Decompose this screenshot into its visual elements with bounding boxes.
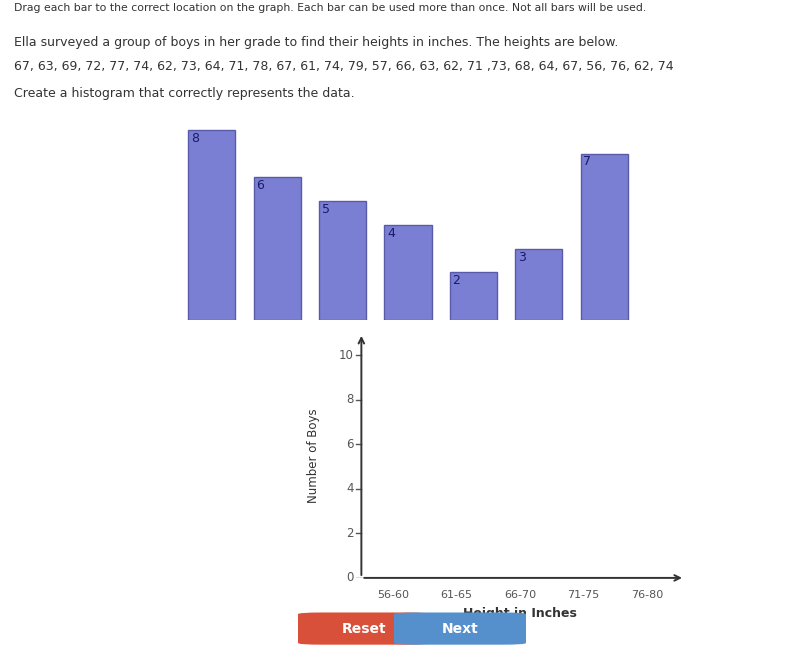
Text: 7: 7 [583,155,591,168]
Text: 4: 4 [387,227,395,240]
Text: 2: 2 [346,527,354,540]
Text: 8: 8 [191,132,199,145]
Text: 3: 3 [518,251,526,264]
Text: 61-65: 61-65 [441,590,473,600]
Text: Reset: Reset [342,622,386,635]
Text: Create a histogram that correctly represents the data.: Create a histogram that correctly repres… [14,87,355,100]
Bar [189,130,235,320]
Text: Height in Inches: Height in Inches [463,607,577,620]
FancyBboxPatch shape [298,613,430,645]
Bar [450,272,497,320]
Text: 10: 10 [339,349,354,362]
Bar [254,178,301,320]
Text: 66-70: 66-70 [504,590,536,600]
Text: 6: 6 [346,438,354,451]
Bar [319,201,366,320]
Text: 6: 6 [256,179,264,192]
Text: 67, 63, 69, 72, 77, 74, 62, 73, 64, 71, 78, 67, 61, 74, 79, 57, 66, 63, 62, 71 ,: 67, 63, 69, 72, 77, 74, 62, 73, 64, 71, … [14,59,674,72]
Text: 2: 2 [453,274,460,287]
Bar [581,153,627,320]
Text: Ella surveyed a group of boys in her grade to find their heights in inches. The : Ella surveyed a group of boys in her gra… [14,36,618,49]
Text: 5: 5 [322,203,330,216]
Text: Drag each bar to the correct location on the graph. Each bar can be used more th: Drag each bar to the correct location on… [14,3,646,13]
Text: Number of Boys: Number of Boys [307,408,320,503]
FancyBboxPatch shape [394,613,526,645]
Text: 76-80: 76-80 [630,590,663,600]
Bar [515,249,562,320]
Text: 8: 8 [346,393,354,406]
Text: 4: 4 [346,483,354,496]
Text: 71-75: 71-75 [567,590,599,600]
Bar [385,225,431,320]
Text: 0: 0 [346,571,354,584]
Text: Next: Next [442,622,478,635]
Text: 56-60: 56-60 [377,590,409,600]
